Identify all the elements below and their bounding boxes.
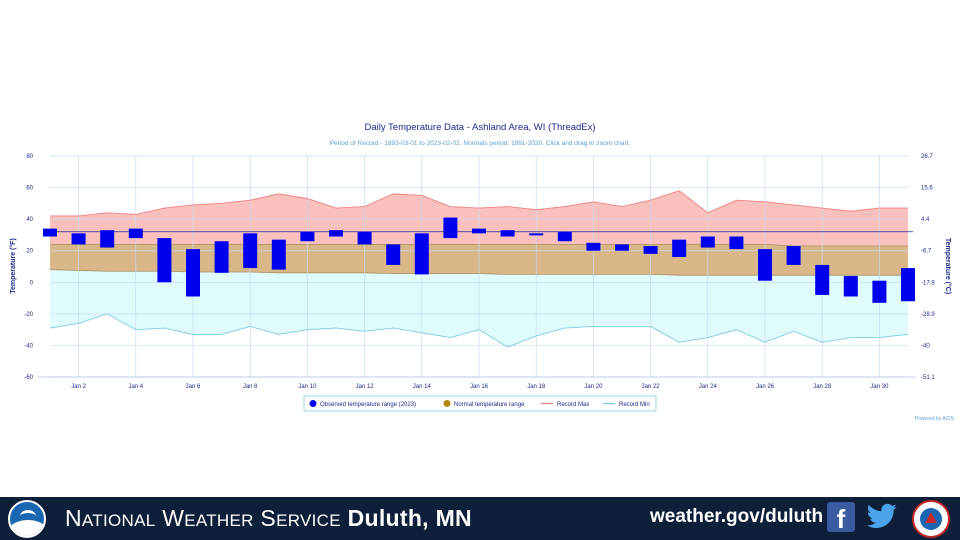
observed-bar: [443, 217, 458, 239]
observed-bar: [901, 268, 915, 302]
observed-bar: [100, 230, 115, 248]
x-tick-label: Jan 28: [813, 384, 832, 390]
chart-credit[interactable]: Powered by ACIS: [915, 416, 955, 422]
y-tick-label-right: -17.8: [921, 280, 935, 286]
observed-bar: [357, 231, 372, 245]
office-name: Duluth, MN: [347, 505, 472, 531]
y-tick-label-left: 80: [26, 154, 33, 160]
x-tick-label: Jan 24: [699, 384, 718, 390]
observed-bar: [729, 236, 744, 250]
y-tick-label-left: 0: [30, 280, 34, 286]
x-tick-label: Jan 20: [584, 384, 603, 390]
x-tick-label: Jan 16: [470, 384, 489, 390]
org-word-2: Weather: [162, 505, 254, 531]
observed-bar: [529, 233, 544, 236]
x-tick-label: Jan 8: [243, 384, 258, 390]
observed-bar: [557, 231, 572, 242]
observed-bar: [615, 244, 629, 251]
observed-bar: [872, 280, 887, 303]
y-tick-label-right: 15.6: [921, 186, 933, 192]
y-axis-title-right: Temperature (°C): [944, 238, 952, 294]
observed-bar: [128, 228, 143, 239]
y-tick-label-right: 4.4: [921, 217, 930, 223]
observed-bar: [214, 241, 229, 273]
observed-bar: [186, 249, 200, 297]
x-tick-label: Jan 18: [527, 384, 546, 390]
x-tick-label: Jan 12: [356, 384, 375, 390]
chart-title: Daily Temperature Data - Ashland Area, W…: [364, 122, 595, 133]
observed-bar: [843, 275, 858, 297]
observed-bar: [500, 230, 515, 237]
y-tick-label-right: -51.1: [921, 375, 935, 381]
observed-bar: [786, 245, 801, 265]
observed-bar: [414, 233, 429, 275]
y-tick-label-right: -28.9: [921, 312, 935, 318]
footer-banner: NOAA National Weather Service Duluth, MN…: [0, 497, 960, 540]
facebook-icon[interactable]: f: [827, 502, 855, 532]
plot-area: 80 60 40 20 0 -20 -40 -60 26.7 15.6 4.4 -6.7 -17.8 -2…: [24, 154, 935, 390]
observed-bar: [300, 231, 315, 242]
observed-bar: [700, 236, 715, 248]
observed-bar: [157, 238, 172, 283]
nws-logo: [912, 500, 950, 538]
observed-bar: [71, 233, 86, 245]
y-tick-label-right: -40: [921, 343, 930, 349]
website-link[interactable]: weather.gov/duluth: [650, 506, 824, 527]
y-tick-label-left: 40: [26, 217, 33, 223]
y-tick-label-left: -60: [24, 375, 33, 381]
x-tick-label: Jan 4: [128, 384, 143, 390]
y-tick-label-left: 20: [26, 249, 33, 255]
x-tick-label: Jan 30: [870, 384, 889, 390]
observed-bar: [472, 228, 486, 234]
observed-bar: [758, 249, 772, 281]
x-tick-label: Jan 6: [186, 384, 201, 390]
x-tick-label: Jan 2: [71, 384, 86, 390]
observed-bar: [271, 239, 286, 270]
observed-bar: [586, 242, 601, 251]
twitter-icon[interactable]: [866, 503, 898, 531]
legend-box: [303, 395, 657, 412]
nws-logo-triangle: [925, 512, 937, 523]
legend-record-max-label[interactable]: Record Max: [557, 402, 589, 408]
legend-normal-marker: [443, 400, 451, 407]
legend-observed-marker: [309, 400, 317, 407]
org-word-1: National: [65, 505, 156, 531]
observed-bar: [672, 239, 687, 258]
x-tick-label: Jan 10: [298, 384, 317, 390]
observed-bar: [329, 230, 343, 237]
org-word-3: Service: [260, 505, 341, 531]
temperature-chart[interactable]: Daily Temperature Data - Ashland Area, W…: [0, 0, 960, 497]
legend-observed-label[interactable]: Observed temperature range (2023): [320, 402, 416, 408]
legend-record-min-label[interactable]: Record Min: [619, 402, 650, 408]
noaa-logo: NOAA: [8, 500, 46, 538]
observed-bar: [386, 244, 401, 265]
observed-bar: [643, 245, 658, 254]
x-tick-label: Jan 22: [642, 384, 661, 390]
record-min-line: [49, 313, 909, 348]
chart-legend: Observed temperature range (2023) Normal…: [303, 395, 657, 412]
noaa-logo-text: NOAA: [16, 515, 38, 522]
x-tick-label: Jan 26: [756, 384, 775, 390]
legend-normal-label[interactable]: Normal temperature range: [454, 402, 525, 408]
x-tick-label: Jan 14: [413, 384, 432, 390]
chart-subtitle: Period of Record - 1893-03-01 to 2023-02…: [330, 140, 631, 147]
record-max-line: [50, 190, 908, 217]
y-axis-title-left: Temperature (°F): [9, 238, 17, 294]
y-tick-label-right: -6.7: [921, 249, 932, 255]
noaa-logo-wave: [10, 520, 44, 536]
y-tick-label-left: 60: [26, 186, 33, 192]
y-tick-label-right: 26.7: [921, 154, 933, 160]
y-tick-label-left: -20: [24, 312, 33, 318]
y-tick-label-left: -40: [24, 343, 33, 349]
observed-bar: [43, 228, 57, 237]
organization-name: National Weather Service Duluth, MN: [65, 505, 472, 532]
observed-bar: [243, 233, 258, 269]
noaa-logo-bird: [20, 510, 36, 523]
observed-bar: [815, 264, 830, 295]
